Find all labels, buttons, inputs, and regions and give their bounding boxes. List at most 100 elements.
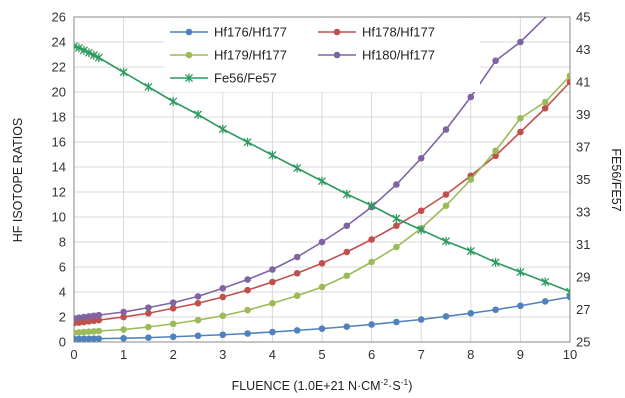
data-point-hf179-hf177-3 (85, 328, 93, 335)
data-point-hf178-hf177-6 (120, 313, 127, 321)
data-point-hf180-hf177-4 (90, 312, 98, 320)
data-point-hf179-hf177-1 (75, 329, 83, 336)
data-point-fe56-fe57-4 (89, 50, 98, 60)
data-point-hf180-hf177-14 (318, 238, 326, 246)
data-point-hf178-hf177-1 (75, 319, 83, 326)
data-point-fe56-fe57-24 (565, 287, 570, 297)
data-point-hf179-hf177-21 (492, 147, 499, 155)
x-tick-label-6: 6 (368, 347, 375, 362)
data-point-fe56-fe57-5 (94, 53, 103, 63)
data-point-hf179-hf177-2 (80, 328, 88, 336)
data-point-hf176-hf177-3 (85, 335, 93, 342)
data-point-hf176-hf177-24 (566, 293, 570, 301)
data-point-hf178-hf177-21 (492, 152, 499, 160)
x-axis-title-main: FLUENCE (1.0E+21 N·CM (232, 379, 381, 393)
data-point-fe56-fe57-14 (317, 176, 327, 186)
data-point-fe56-fe57-21 (491, 257, 500, 267)
data-point-hf179-hf177-14 (318, 283, 326, 291)
y2-tick-label-10: 45 (576, 10, 590, 25)
legend-marker-hf178-hf177 (333, 28, 341, 36)
x-tick-label-1: 1 (120, 347, 127, 362)
y-tick-label-13: 26 (52, 10, 66, 25)
data-point-hf180-hf177-19 (442, 126, 450, 133)
data-point-fe56-fe57-22 (516, 267, 525, 277)
data-point-hf180-hf177-15 (343, 222, 351, 230)
data-point-hf180-hf177-20 (467, 93, 475, 101)
data-point-hf179-hf177-20 (467, 176, 475, 183)
y-tick-label-11: 22 (52, 60, 66, 75)
x-axis-ticks: 0 1 2 3 4 5 6 7 8 9 10 (70, 347, 577, 362)
y2-tick-label-7: 39 (576, 107, 590, 122)
data-point-hf176-hf177-6 (120, 334, 127, 342)
y2-tick-label-6: 37 (576, 140, 590, 155)
y2-axis-title: FE56/FE57 (609, 148, 623, 211)
data-point-hf180-hf177-11 (244, 276, 251, 283)
data-point-hf179-hf177-11 (244, 306, 251, 314)
data-point-hf178-hf177-3 (85, 318, 93, 325)
series-hf180-hf177 (74, 17, 547, 322)
data-point-hf180-hf177-7 (145, 304, 152, 311)
data-point-fe56-fe57-11 (243, 137, 252, 147)
data-point-hf178-hf177-24 (566, 78, 570, 86)
series-hf179-hf177 (74, 72, 570, 336)
x-tick-label-0: 0 (70, 347, 77, 362)
data-point-fe56-fe57-6 (119, 67, 128, 77)
x-tick-label-10: 10 (563, 347, 577, 362)
data-point-hf180-hf177-5 (95, 311, 103, 319)
data-point-hf179-hf177-7 (145, 323, 152, 331)
data-point-hf180-hf177-1 (75, 314, 83, 321)
data-point-fe56-fe57-13 (293, 163, 302, 173)
data-point-hf176-hf177-15 (343, 323, 351, 330)
legend-label-hf178-hf177: Hf178/Hf177 (362, 25, 435, 40)
legend-item-hf180-hf177: Hf180/Hf177 (318, 48, 435, 63)
data-point-hf176-hf177-21 (492, 306, 499, 314)
data-point-hf176-hf177-14 (318, 325, 326, 332)
x-axis-title-end: ) (408, 379, 412, 393)
legend-item-hf176-hf177: Hf176/Hf177 (170, 25, 287, 40)
data-point-hf178-hf177-4 (90, 317, 98, 325)
y-tick-label-2: 4 (59, 285, 66, 300)
y2-tick-label-8: 41 (576, 75, 590, 90)
data-point-hf178-hf177-12 (269, 278, 276, 286)
legend-marker-hf180-hf177 (333, 51, 341, 59)
x-tick-label-9: 9 (517, 347, 524, 362)
legend-marker-fe56-fe57 (184, 73, 194, 83)
data-point-hf179-hf177-12 (269, 299, 276, 307)
data-point-hf176-hf177-9 (194, 332, 202, 340)
y2-axis-ticks: 25 27 29 31 33 35 37 39 41 43 45 (576, 10, 590, 350)
data-point-hf179-hf177-23 (541, 98, 549, 106)
data-point-hf179-hf177-6 (120, 326, 127, 333)
data-point-hf176-hf177-13 (293, 327, 301, 334)
y2-tick-label-9: 43 (576, 42, 590, 57)
data-point-hf179-hf177-13 (293, 292, 301, 300)
y2-tick-label-1: 27 (576, 302, 590, 317)
data-point-hf176-hf177-18 (417, 316, 425, 323)
data-point-hf180-hf177-2 (80, 313, 88, 321)
data-point-fe56-fe57-1 (74, 43, 84, 53)
x-tick-label-2: 2 (170, 347, 177, 362)
data-point-fe56-fe57-17 (392, 214, 401, 223)
data-point-hf176-hf177-20 (467, 309, 475, 317)
y2-tick-label-5: 35 (576, 172, 590, 187)
data-point-hf178-hf177-7 (145, 309, 152, 317)
data-point-hf179-hf177-19 (442, 202, 450, 210)
data-point-hf176-hf177-1 (75, 335, 83, 342)
data-point-fe56-fe57-2 (79, 45, 88, 55)
data-point-hf176-hf177-2 (80, 335, 88, 342)
data-point-hf180-hf177-12 (269, 266, 276, 273)
y2-tick-label-0: 25 (576, 335, 590, 350)
data-point-fe56-fe57-12 (268, 150, 277, 160)
data-point-hf176-hf177-10 (219, 331, 227, 339)
y-tick-label-3: 6 (59, 260, 66, 275)
data-point-hf179-hf177-4 (90, 328, 98, 335)
data-point-fe56-fe57-15 (342, 189, 351, 199)
x-tick-label-4: 4 (269, 347, 276, 362)
legend-marker-hf179-hf177 (185, 51, 193, 59)
y2-tick-label-2: 29 (576, 270, 590, 285)
legend-label-hf179-hf177: Hf179/Hf177 (214, 48, 287, 63)
y-axis-title: HF ISOTOPE RATIOS (11, 118, 25, 243)
x-tick-label-8: 8 (467, 347, 474, 362)
legend-item-hf178-hf177: Hf178/Hf177 (318, 25, 435, 40)
data-point-fe56-fe57-19 (441, 236, 451, 246)
data-point-hf179-hf177-22 (517, 114, 524, 122)
